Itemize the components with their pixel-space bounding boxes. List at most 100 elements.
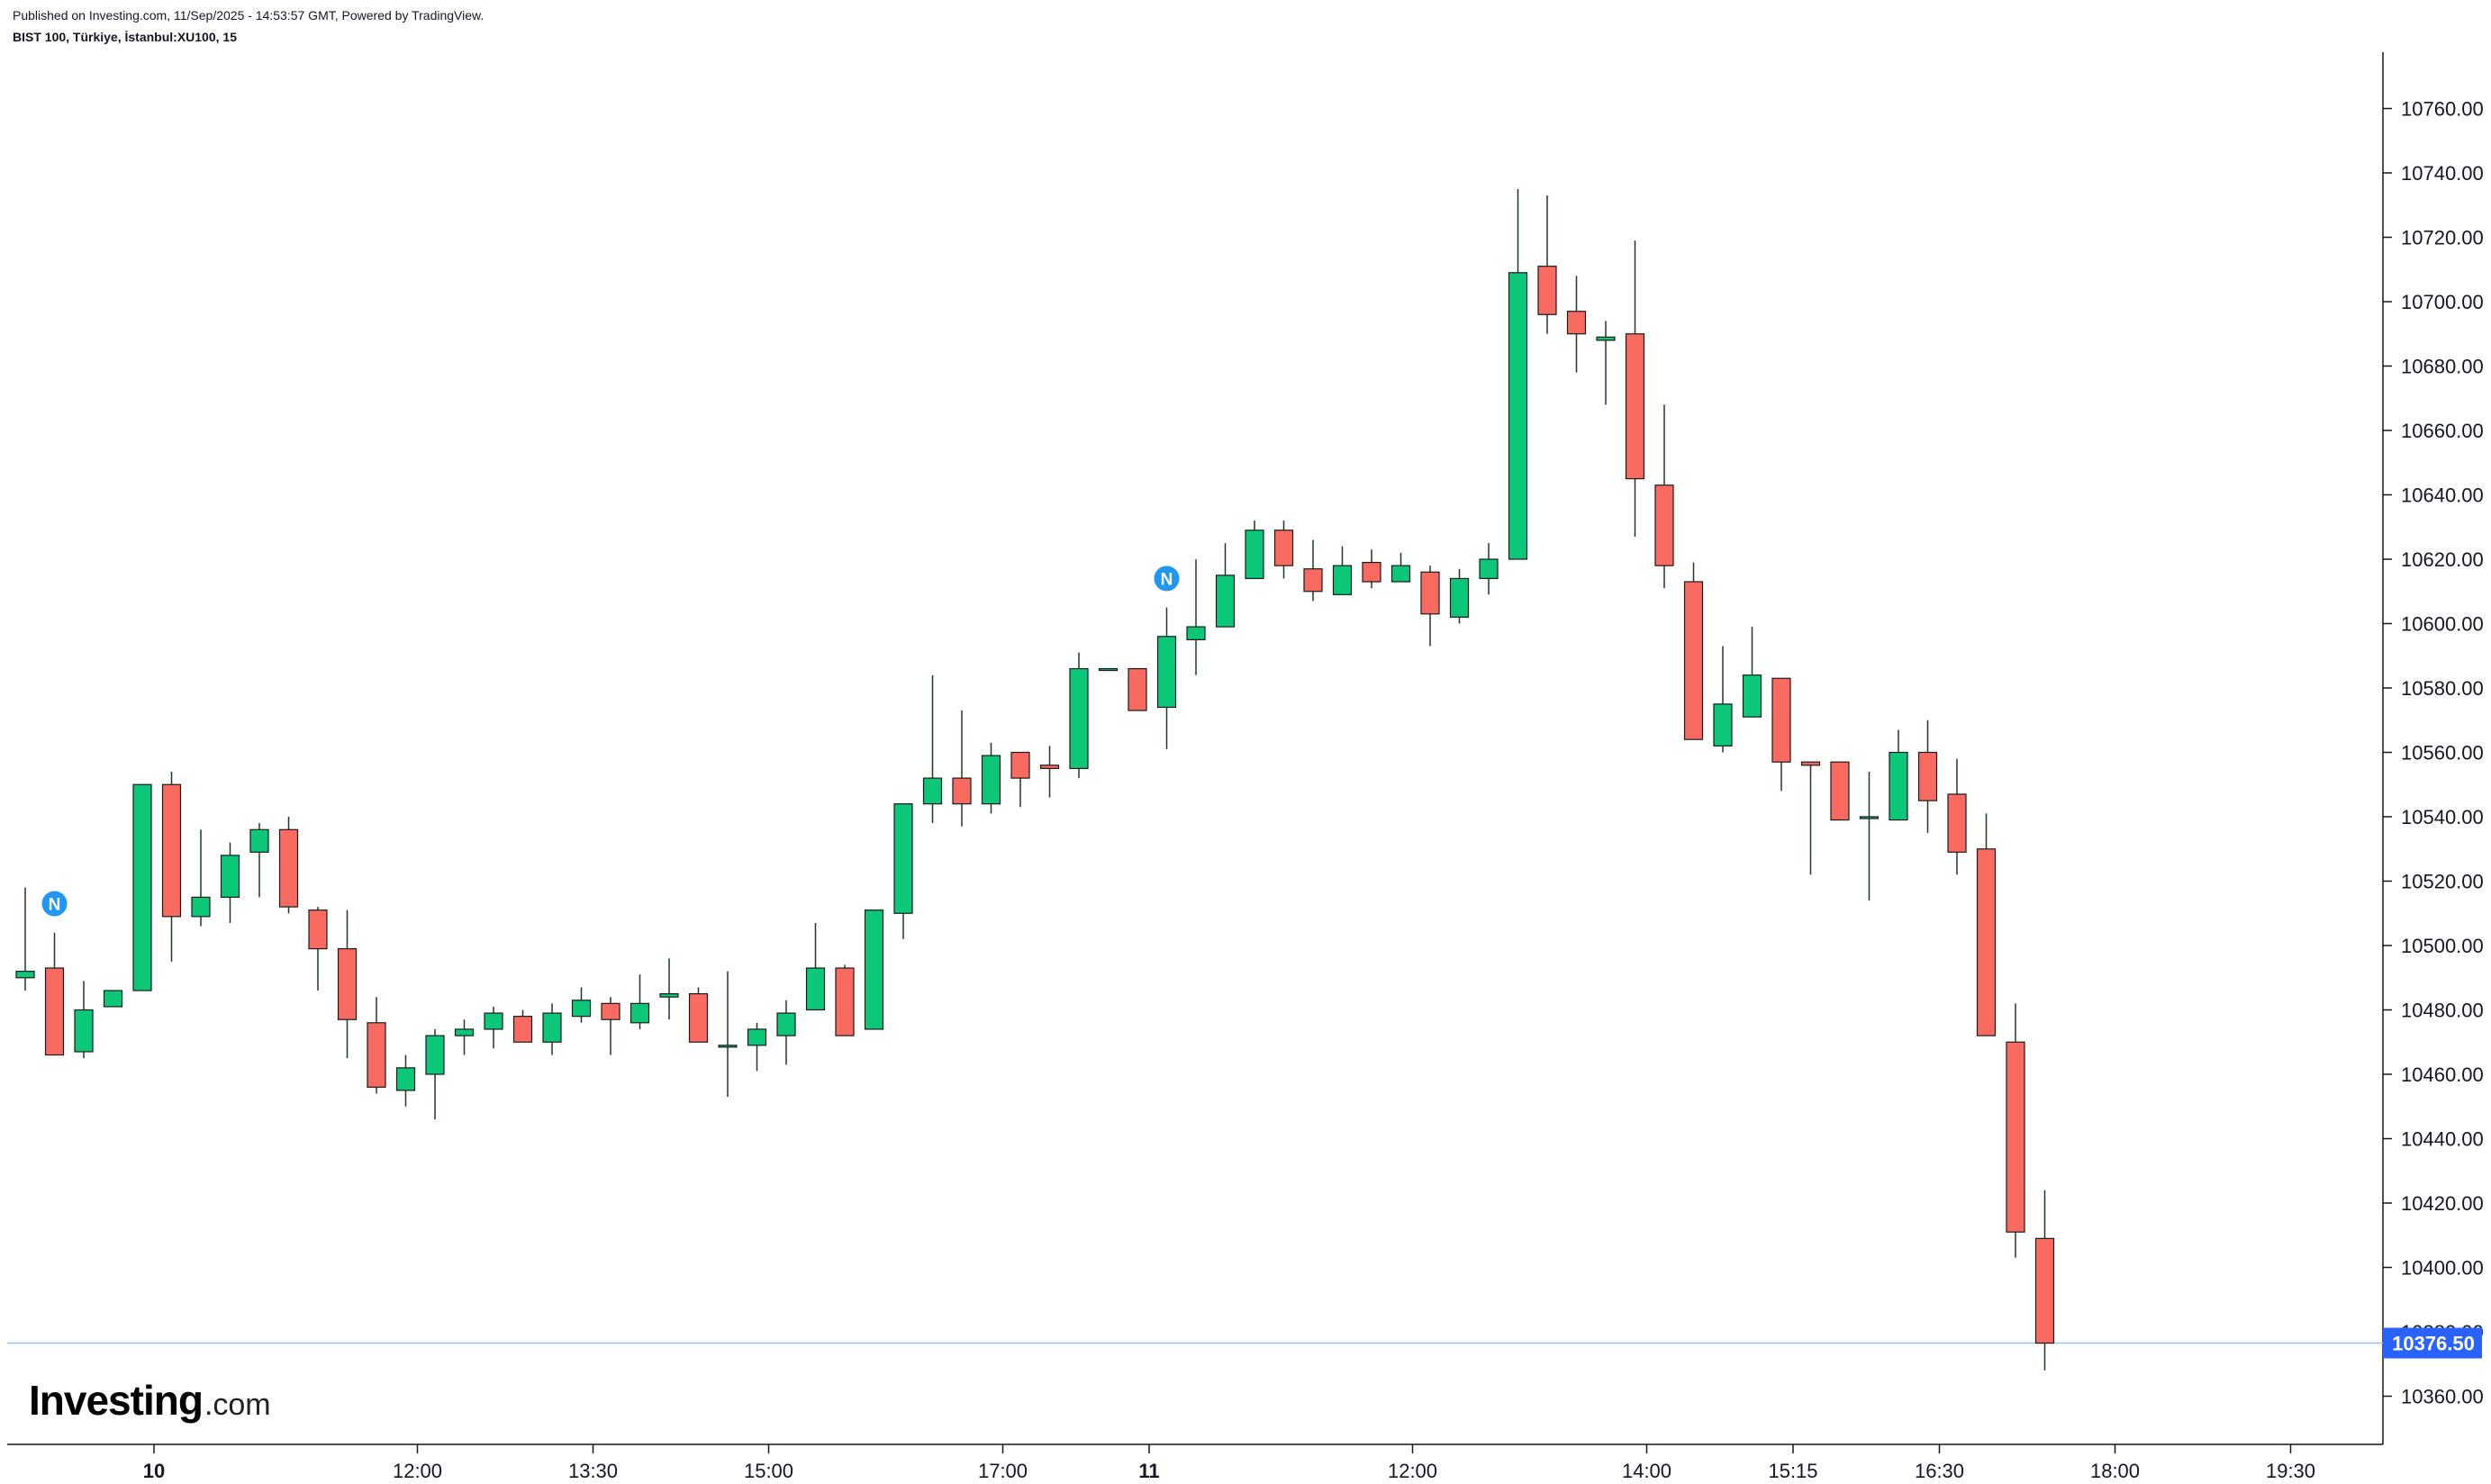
y-tick-label: 10480.00	[2401, 1000, 2484, 1022]
y-tick-label: 10720.00	[2401, 227, 2484, 249]
candle-body	[1800, 761, 1821, 766]
candle-body	[1654, 484, 1674, 566]
candle-body	[1156, 636, 1177, 709]
news-event-letter: N	[1161, 570, 1173, 589]
x-tick-label: 12:00	[1388, 1460, 1437, 1482]
candle-body	[44, 967, 65, 1056]
y-tick-label: 10520.00	[2401, 871, 2484, 893]
y-tick-label: 10600.00	[2401, 613, 2484, 636]
candle-body	[1771, 677, 1791, 763]
candle-body	[74, 1009, 94, 1053]
x-tick-label: 16:30	[1915, 1460, 1964, 1482]
news-event-marker	[41, 891, 68, 917]
candle-body	[308, 909, 328, 950]
last-price-badge	[2383, 1327, 2482, 1359]
candle-body	[1069, 667, 1089, 769]
news-event-letter: N	[49, 896, 61, 915]
y-tick-label: 10760.00	[2401, 98, 2484, 121]
x-tick-label: 14:00	[1622, 1460, 1671, 1482]
x-tick-label: 19:30	[2266, 1460, 2315, 1482]
candle-body	[1713, 703, 1733, 747]
candle-body	[1479, 558, 1499, 580]
candle-body	[1128, 667, 1147, 711]
candle-body	[1830, 761, 1850, 821]
candle-body	[1010, 751, 1030, 779]
x-tick-label: 13:30	[568, 1460, 618, 1482]
candle-body	[893, 803, 913, 914]
candle-body	[952, 777, 972, 805]
candle-body	[864, 909, 884, 1030]
candle-body	[747, 1028, 767, 1046]
candle-body	[542, 1012, 562, 1043]
candle-body	[367, 1022, 386, 1088]
y-tick-label: 10640.00	[2401, 484, 2484, 507]
candle-body	[922, 777, 943, 805]
candle-body	[601, 1002, 620, 1020]
candle-body	[659, 993, 679, 998]
y-tick-label: 10360.00	[2401, 1386, 2484, 1408]
candle-body	[1273, 529, 1294, 566]
y-tick-label: 10460.00	[2401, 1063, 2484, 1086]
y-tick-label: 10620.00	[2401, 548, 2484, 571]
candle-body	[1683, 581, 1704, 740]
published-note: Published on Investing.com, 11/Sep/2025 …	[13, 8, 485, 23]
candle-body	[688, 993, 709, 1043]
y-tick-label: 10440.00	[2401, 1128, 2484, 1151]
candle-body	[1362, 561, 1381, 583]
y-tick-label: 10660.00	[2401, 420, 2484, 442]
candle-body	[1976, 848, 1997, 1036]
candle-body	[249, 828, 269, 853]
y-tick-label: 10420.00	[2401, 1192, 2484, 1215]
candle-body	[571, 1000, 592, 1018]
news-event-marker	[1154, 566, 1180, 592]
y-tick-label: 10400.00	[2401, 1257, 2484, 1280]
candle-body	[425, 1035, 445, 1075]
y-tick-label: 10680.00	[2401, 356, 2484, 378]
chart-header: Published on Investing.com, 11/Sep/2025 …	[13, 7, 484, 45]
candle-body	[1245, 529, 1264, 580]
x-tick-label: 10	[143, 1460, 165, 1482]
candle-body	[1390, 565, 1411, 583]
candle-body	[981, 755, 1001, 805]
candle-body	[1566, 311, 1587, 335]
y-tick-label: 10740.00	[2401, 162, 2484, 185]
candle-body	[1742, 674, 1762, 718]
y-tick-label: 10580.00	[2401, 677, 2484, 700]
candle-body	[1625, 333, 1645, 480]
x-tick-label: 17:00	[978, 1460, 1028, 1482]
candle-body	[454, 1028, 475, 1036]
candle-body	[337, 947, 358, 1020]
candle-body	[161, 783, 182, 918]
candle-body	[1596, 336, 1616, 341]
candle-body	[512, 1016, 533, 1043]
candle-body	[132, 783, 152, 991]
logo-suffix-text: .com	[204, 1388, 271, 1422]
candle-body	[1859, 816, 1880, 819]
candle-body	[630, 1002, 650, 1024]
candle-body	[1889, 751, 1908, 821]
x-tick-label: 18:00	[2090, 1460, 2140, 1482]
x-tick-label: 15:15	[1768, 1460, 1817, 1482]
candle-body	[805, 967, 826, 1011]
candle-body	[395, 1067, 416, 1091]
x-tick-label: 12:00	[393, 1460, 442, 1482]
y-tick-label: 10700.00	[2401, 291, 2484, 313]
y-tick-label: 10540.00	[2401, 806, 2484, 828]
candle-body	[220, 855, 240, 898]
candle-body	[835, 967, 855, 1036]
investing-logo: Investing .com	[29, 1376, 271, 1425]
symbol-title: BIST 100, Türkiye, İstanbul:XU100, 15	[13, 30, 237, 44]
candle-body	[1215, 575, 1236, 628]
last-price-label: 10376.50	[2392, 1333, 2475, 1355]
candle-body	[1917, 751, 1938, 801]
candle-body	[1947, 793, 1967, 853]
candle-body	[1449, 577, 1470, 618]
candle-body	[1303, 568, 1323, 593]
candle-body	[2006, 1041, 2025, 1233]
logo-main-text: Investing	[29, 1377, 204, 1424]
y-tick-label: 10500.00	[2401, 935, 2484, 957]
candle-body	[1420, 571, 1440, 615]
candle-body	[1508, 272, 1528, 560]
candle-body	[1537, 266, 1557, 315]
